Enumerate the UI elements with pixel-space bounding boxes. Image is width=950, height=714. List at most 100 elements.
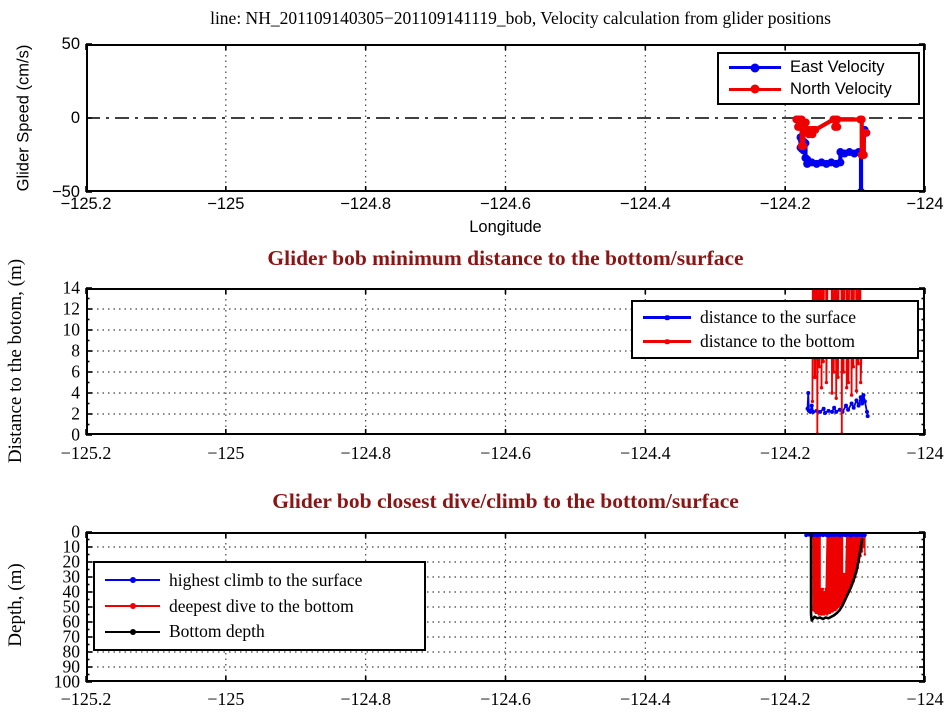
x-tick-label: −124.4 [619,195,671,213]
distance-to-the-surface-marker [861,393,866,398]
legend-line-sample [643,314,691,321]
legend-entry: distance to the surface [643,307,907,328]
x-tick-label: −125 [207,195,245,213]
closest-dive-climb-legend: highest climb to the surface deepest dive… [93,561,426,651]
north-velocity-marker [811,125,820,134]
bottom-depth-marker [860,538,864,541]
highest-climb-to-the-surface-marker [840,533,845,537]
north-velocity-marker [862,128,871,137]
north-velocity-marker [833,115,842,124]
bottom-depth-marker [841,604,844,607]
legend-marker-dot [664,338,670,345]
distance-to-the-surface-marker [856,403,861,408]
distance-to-the-surface-marker [865,414,870,419]
bottom-depth-marker [821,617,825,621]
bottom-depth-marker [833,614,836,617]
distance-to-the-bottom-marker [852,280,855,283]
highest-climb-to-the-surface-marker [860,533,864,538]
deepest-dive-to-the-bottom-marker [844,572,847,576]
x-tick-label: −124.2 [759,443,811,463]
distance-to-the-bottom-marker [856,361,860,366]
deepest-dive-to-the-bottom-marker [837,605,840,609]
bottom-depth-marker [830,615,833,618]
x-tick-label: −124.6 [480,443,531,463]
distance-to-the-surface-marker [826,408,831,413]
bottom-depth-marker [852,578,855,582]
legend-label: East Velocity [790,58,885,77]
distance-to-the-surface-marker [854,398,859,403]
north-velocity-marker [833,122,842,131]
bottom-depth-marker [809,533,813,537]
legend-label: North Velocity [790,79,892,98]
distance-to-the-surface-marker [832,405,837,410]
y-tick-label: 50 [61,34,80,53]
y-tick-label: 0 [71,521,80,542]
distance-to-the-bottom-marker [858,380,863,385]
distance-to-the-surface-marker [818,409,823,414]
y-tick-label: 0 [70,108,80,127]
plot2-title: Glider bob minimum distance to the botto… [267,246,744,270]
distance-to-the-bottom-marker [821,359,825,364]
minimum-distance-legend: distance to the surface distance to the b… [631,300,919,359]
y-tick-label: 4 [71,382,80,403]
bottom-depth-marker [849,586,852,589]
y-tick-label: 60 [62,611,81,632]
highest-climb-to-the-surface-marker [862,533,867,537]
distance-to-the-bottom-marker [826,280,829,283]
bottom-depth-marker [827,617,830,620]
distance-to-the-bottom-marker [859,280,862,283]
distance-to-the-bottom-marker [817,365,821,369]
bottom-depth-marker [844,598,847,601]
legend-label: distance to the bottom [700,331,856,351]
bottom-depth-marker [809,613,813,616]
distance-to-the-bottom-marker [835,280,838,283]
legend-marker-dot [129,577,136,584]
distance-to-the-bottom-marker [855,280,858,283]
distance-to-the-bottom-marker [854,389,859,393]
highest-climb-to-the-surface-marker [857,533,862,537]
distance-to-the-surface-marker [808,409,813,414]
deepest-dive-to-the-bottom-marker [862,545,865,549]
legend-line-sample [729,84,781,94]
distance-to-the-bottom-marker [814,280,817,283]
distance-to-the-surface-marker [858,395,863,400]
closest-dive-climb-canvas [85,531,926,683]
highest-climb-to-the-surface-marker [854,533,859,538]
distance-to-the-bottom-marker [816,280,819,283]
distance-to-the-surface-line [806,392,869,418]
highest-climb-to-the-surface-marker [837,533,842,538]
distance-to-the-bottom-marker [849,393,854,397]
legend-entry: highest climb to the surface [105,570,414,591]
y-tick-label: 10 [62,319,81,340]
bottom-depth-marker [859,547,862,550]
y-tick-label: 0 [71,424,80,445]
distance-to-the-surface-marker [821,406,826,411]
north-velocity-marker [801,118,810,127]
bottom-depth-marker [813,615,816,618]
distance-to-the-bottom-marker [857,280,860,283]
legend-entry: deepest dive to the bottom [105,596,414,617]
distance-to-the-bottom-marker [820,280,823,283]
distance-to-the-bottom-marker [815,280,818,283]
highest-climb-to-the-surface-marker [843,533,848,538]
x-tick-label: −125 [207,689,245,709]
bottom-depth-line [809,533,864,622]
legend-line-sample [643,338,691,345]
distance-to-the-surface-marker [806,391,811,395]
x-tick-label: −124.8 [340,195,392,213]
distance-to-the-surface-marker [846,407,851,412]
plot1-xlabel: Longitude [469,218,542,236]
y-tick-label: 30 [62,566,81,587]
distance-to-the-surface-marker [830,409,835,414]
bottom-depth [809,533,864,622]
distance-to-the-bottom-marker [854,280,857,283]
bottom-depth-marker [810,619,813,622]
deepest-dive-to-the-bottom-marker [831,610,834,613]
y-tick-label: 2 [71,403,80,424]
distance-to-the-bottom-marker [845,280,848,283]
x-tick-label: −124.8 [340,689,391,709]
distance-to-the-surface [805,391,870,419]
bottom-depth-marker [855,569,858,573]
x-tick-label: −125 [207,443,245,463]
y-tick-label: −50 [52,182,80,201]
